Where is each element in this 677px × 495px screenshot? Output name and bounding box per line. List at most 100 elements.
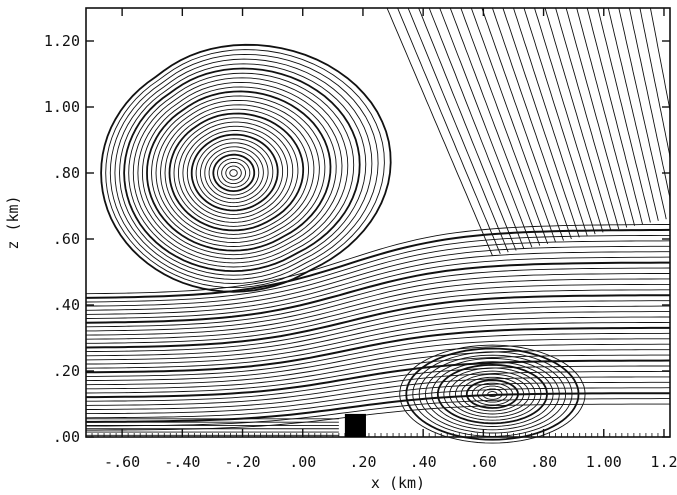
- vortex-streamline: [229, 169, 238, 177]
- vortex-streamline: [109, 53, 379, 284]
- shear-streamline: [85, 251, 670, 315]
- vortex-streamline: [137, 81, 343, 260]
- shear-streamline: [85, 224, 670, 295]
- outflow-streamline: [449, 7, 541, 246]
- vortex-streamline: [186, 130, 284, 215]
- outflow-streamline: [397, 7, 501, 254]
- vortex-streamline: [217, 158, 251, 188]
- shear-streamline: [86, 349, 670, 390]
- shear-streamline: [85, 343, 670, 386]
- streamlines: [85, 7, 671, 444]
- outflow-streamline: [628, 7, 671, 218]
- vortex-streamline: [412, 351, 573, 437]
- vortex-streamline: [182, 125, 289, 219]
- vortex-streamline: [487, 391, 498, 398]
- shear-streamline: [85, 321, 671, 369]
- vortex-streamline: [460, 376, 525, 412]
- y-axis-ticks: .00 .20 .40 .60 .80 1.00 1.20: [44, 32, 670, 446]
- vortex-streamline: [155, 99, 320, 243]
- outflow-streamline: [481, 7, 564, 241]
- shear-streamline: [85, 326, 670, 374]
- shear-streamline: [86, 359, 671, 399]
- shear-streamline: [85, 305, 670, 357]
- shear-streamline: [86, 273, 670, 332]
- x-tick-label: 1.00: [586, 453, 622, 471]
- shear-streamline: [86, 289, 670, 344]
- shear-streamline: [85, 311, 670, 361]
- outflow-streamline: [491, 7, 572, 240]
- outflow-streamline: [418, 7, 517, 251]
- obstacle-block: [344, 413, 366, 437]
- outflow-streamline: [470, 7, 557, 243]
- vortex-streamline: [190, 133, 279, 212]
- vortex-streamline: [436, 363, 548, 425]
- vortex-streamline: [168, 112, 305, 232]
- vortex-streamline: [405, 347, 580, 441]
- vortex-streamline: [160, 104, 315, 239]
- shear-streamline: [85, 261, 670, 324]
- x-tick-label: -.60: [104, 453, 140, 471]
- vortex-streamline: [455, 373, 530, 415]
- outflow-streamline: [597, 7, 651, 223]
- vortex-streamline: [178, 121, 294, 223]
- vortex-streamline: [146, 90, 332, 252]
- vortex-streamline: [208, 150, 260, 196]
- shear-streamline: [86, 365, 670, 402]
- vortex-streamline: [173, 117, 299, 227]
- shear-streamline: [85, 228, 671, 299]
- shear-streamline: [85, 370, 670, 406]
- shear-streamline: [85, 267, 671, 328]
- shear-streamline: [85, 387, 671, 419]
- shear-streamline: [85, 354, 670, 394]
- x-tick-label: .00: [289, 453, 316, 471]
- shear-streamline: [85, 283, 670, 340]
- outflow-streamline: [639, 7, 671, 216]
- x-tick-label: .60: [470, 453, 497, 471]
- outflow-streamline: [565, 7, 628, 228]
- outflow-streamline: [523, 7, 596, 235]
- plot-frame: [85, 7, 671, 438]
- vortex-streamline: [465, 379, 519, 409]
- shear-streamline: [86, 403, 670, 431]
- vortex-streamline: [477, 385, 508, 403]
- vortex-streamline: [114, 58, 373, 280]
- shear-streamline: [85, 240, 671, 307]
- y-tick-label: .20: [53, 362, 80, 380]
- outflow-streamline: [513, 7, 588, 236]
- y-tick-label: 1.20: [44, 32, 80, 50]
- y-tick-label: .80: [53, 164, 80, 182]
- x-axis-ticks: -.60 -.40 -.20 .00 .20 .40 .60 .80 1.00 1.2: [91, 8, 677, 471]
- vortex-streamline: [221, 161, 246, 185]
- y-tick-label: .40: [53, 296, 80, 314]
- vortex-streamline: [132, 77, 349, 264]
- x-axis-label: x (km): [371, 474, 425, 492]
- vortex-streamline: [195, 138, 274, 208]
- vortex-streamline: [199, 142, 269, 204]
- x-tick-label: .80: [530, 453, 557, 471]
- vortex-streamline: [443, 367, 542, 421]
- vortex-streamline: [105, 49, 385, 289]
- outflow-streamline: [428, 7, 525, 250]
- outflow-streamline: [407, 7, 509, 253]
- vortex-streamline: [164, 108, 309, 235]
- outflow-streamline: [586, 7, 643, 225]
- vortex-streamline: [431, 361, 554, 427]
- vortex-streamline: [212, 153, 256, 193]
- outflow-streamline: [607, 7, 659, 221]
- vortex-streamline: [471, 382, 513, 406]
- y-tick-label: .60: [53, 230, 80, 248]
- x-tick-label: .40: [410, 453, 437, 471]
- vortex-streamline: [151, 95, 326, 247]
- shear-streamline: [85, 294, 671, 349]
- outflow-streamline: [555, 7, 620, 230]
- shear-streamline: [86, 376, 670, 410]
- vortex-streamline: [449, 370, 536, 418]
- vortex-streamline: [123, 67, 361, 273]
- outflow-streamline: [576, 7, 636, 226]
- outflow-streamline: [460, 7, 549, 245]
- vortex-streamline: [119, 63, 367, 276]
- vortex-streamline: [141, 86, 337, 256]
- shear-streamline: [86, 332, 671, 377]
- outflow-streamline: [439, 7, 533, 248]
